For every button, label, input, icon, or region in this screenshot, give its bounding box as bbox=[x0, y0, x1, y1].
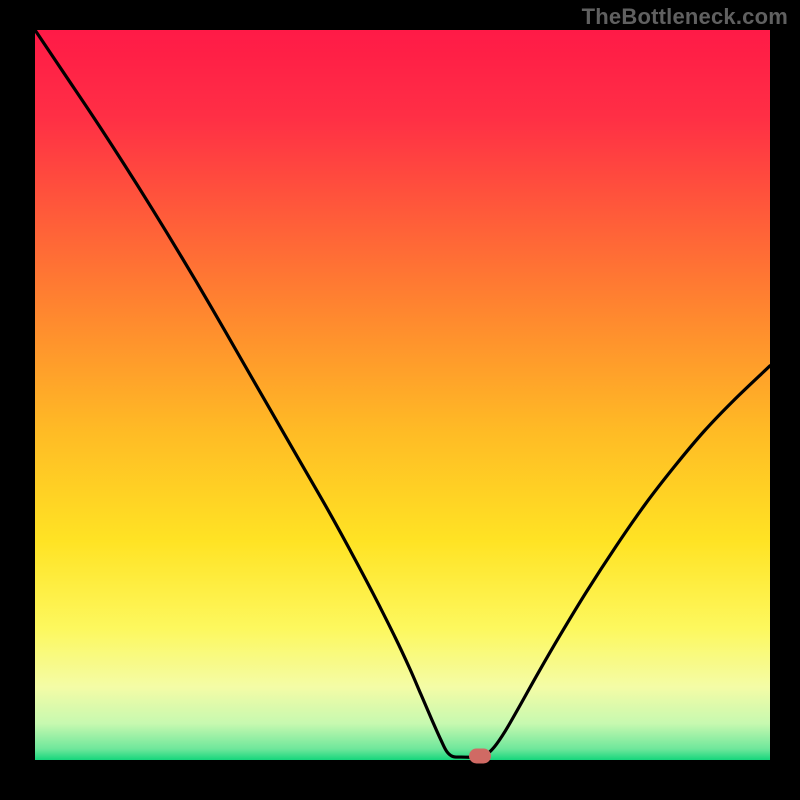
optimum-marker bbox=[469, 748, 491, 763]
plot-area bbox=[35, 30, 770, 760]
bottleneck-curve bbox=[35, 30, 770, 760]
chart-container: TheBottleneck.com bbox=[0, 0, 800, 800]
watermark-text: TheBottleneck.com bbox=[582, 4, 788, 30]
